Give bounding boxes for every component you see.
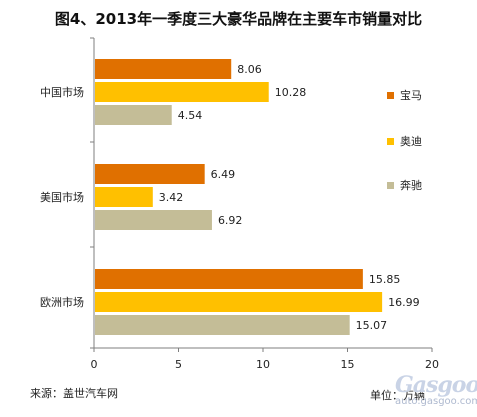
legend-label: 奥迪 — [400, 134, 422, 148]
x-tick-label: 5 — [175, 358, 182, 371]
x-tick-label: 20 — [425, 358, 439, 371]
bar — [95, 187, 153, 207]
data-label: 6.92 — [218, 214, 243, 227]
legend-swatch — [387, 92, 394, 99]
category-label: 欧洲市场 — [40, 295, 84, 309]
data-label: 15.07 — [356, 319, 388, 332]
x-tick-label: 0 — [91, 358, 98, 371]
data-label: 4.54 — [178, 109, 203, 122]
x-tick-label: 15 — [341, 358, 355, 371]
bar — [95, 269, 363, 289]
unit-note: 单位：万辆 — [370, 389, 425, 402]
legend-label: 奔驰 — [400, 178, 422, 192]
data-label: 6.49 — [211, 168, 236, 181]
category-label: 美国市场 — [40, 190, 84, 204]
data-label: 16.99 — [388, 296, 420, 309]
watermark-brand: Gasgoo — [395, 372, 477, 398]
gasgoo-watermark: Gasgoo auto.gasgoo.com — [393, 372, 477, 410]
bar — [95, 315, 350, 335]
data-label: 3.42 — [159, 191, 184, 204]
watermark-site: auto.gasgoo.com — [395, 396, 477, 407]
data-label: 8.06 — [237, 63, 261, 76]
bar — [95, 210, 212, 230]
category-label: 中国市场 — [40, 85, 84, 99]
legend-swatch — [387, 182, 394, 189]
legend-swatch — [387, 138, 394, 145]
x-tick-label: 10 — [256, 358, 270, 371]
legend-label: 宝马 — [400, 88, 422, 102]
chart-title: 图4、2013年一季度三大豪华品牌在主要车市销量对比 — [54, 10, 423, 28]
bar — [95, 82, 269, 102]
bar — [95, 105, 172, 125]
bar — [95, 59, 232, 79]
bar — [95, 292, 383, 312]
data-label: 15.85 — [369, 273, 401, 286]
source-note: 来源：盖世汽车网 — [30, 387, 118, 400]
bar — [95, 164, 205, 184]
data-label: 10.28 — [275, 86, 307, 99]
